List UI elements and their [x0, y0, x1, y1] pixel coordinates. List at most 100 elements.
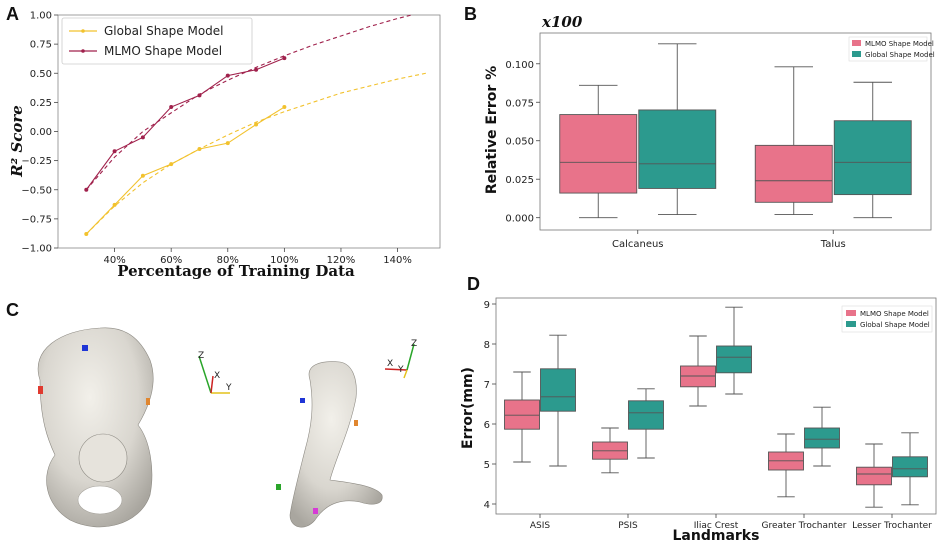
legend-d-mlmo-label: MLMO Shape Model	[860, 310, 929, 318]
legend-b-global-label: Global Shape Model	[865, 51, 935, 59]
panel-d-y-tick-label: 9	[484, 300, 490, 311]
panel-b-y-tick-label: 0.050	[505, 137, 534, 148]
triad1-x-axis	[210, 375, 214, 394]
data-point-global	[282, 105, 287, 110]
panel-c-bone-renderings: Z X Y Z X Y	[37, 327, 417, 528]
panel-a-x-ticks: 40% 60% 80% 100% 120% 140%	[103, 248, 412, 266]
pelvis-marker-orange	[146, 398, 150, 405]
panel-d-global-box	[628, 400, 664, 430]
panel-d-mlmo-box	[504, 399, 540, 430]
legend-global-marker	[81, 29, 85, 33]
panel-a-x-tick-label: 60%	[160, 255, 182, 266]
panel-a-line-chart: −1.00 −0.75 −0.50 −0.25 0.00 0.25 0.50 0.75 1.00…	[8, 11, 441, 280]
panel-b-x-ticks: Calcaneus Talus	[612, 230, 846, 250]
pelvis-foramen	[77, 485, 123, 515]
series-line-global	[85, 106, 285, 235]
triad1-x-label: X	[214, 371, 220, 381]
axis-triad-1: Z X Y	[198, 351, 232, 394]
panel-d-x-tick-label: ASIS	[530, 521, 551, 531]
pelvis-marker-red	[38, 386, 43, 394]
panel-d-x-tick-label: Lesser Trochanter	[852, 521, 932, 531]
panel-a-x-tick-label: 140%	[383, 255, 412, 266]
data-point-global	[197, 146, 202, 151]
panel-b-plot-frame	[539, 32, 932, 231]
data-point-mlmo	[197, 93, 202, 98]
panel-d-legend-box	[841, 305, 933, 333]
data-point-global	[254, 122, 259, 127]
data-point-global	[169, 162, 174, 167]
legend-mlmo-marker	[81, 49, 85, 53]
data-point-global	[84, 232, 89, 237]
panel-a-x-tick-label: 40%	[103, 255, 125, 266]
legend-b-mlmo-label: MLMO Shape Model	[865, 40, 934, 48]
pelvis-acetabulum	[78, 433, 128, 483]
data-point-global	[112, 202, 117, 207]
panel-b-mlmo-box	[754, 144, 833, 203]
panel-a-x-tick-label: 80%	[217, 255, 239, 266]
panel-b-global-box	[833, 120, 912, 196]
legend-d-global-label: Global Shape Model	[860, 321, 930, 329]
femur-body	[289, 361, 383, 528]
panel-b-mlmo-box	[559, 114, 638, 194]
data-point-mlmo	[254, 67, 259, 72]
pelvis-model	[37, 327, 154, 528]
panel-a-y-tick-label: −0.75	[21, 214, 52, 225]
panel-d-y-tick-label: 8	[484, 340, 490, 351]
panel-d-box-plot: 4 5 6 7 8 9 ASIS PSIS Iliac Crest Greater Trocha…	[460, 297, 937, 544]
panel-d-x-tick-label: PSIS	[618, 521, 638, 531]
trend-line-mlmo	[85, 14, 412, 191]
panel-d-y-tick-label: 7	[484, 380, 490, 391]
legend-mlmo-label: MLMO Shape Model	[104, 44, 222, 58]
panel-b-y-tick-label: 0.025	[505, 175, 534, 186]
panel-b-legend-box	[848, 36, 928, 62]
series-line-mlmo	[85, 57, 285, 191]
data-point-mlmo	[282, 56, 287, 61]
panel-b-y-tick-label: 0.100	[505, 60, 534, 71]
panel-a-y-tick-label: 0.25	[30, 98, 52, 109]
legend-d-mlmo-swatch	[846, 310, 856, 316]
panel-letter-d: D	[467, 274, 480, 294]
panel-a-x-tick-label: 100%	[270, 255, 299, 266]
panel-d-y-tick-label: 5	[484, 460, 490, 471]
pelvis-body	[37, 327, 154, 528]
panel-b-boxes	[559, 43, 912, 219]
panel-d-mlmo-box	[856, 466, 892, 486]
panel-a-y-tick-label: 0.00	[30, 127, 52, 138]
triad2-z-axis	[406, 343, 415, 371]
data-point-mlmo	[225, 73, 230, 78]
panel-a-y-tick-label: −0.25	[21, 156, 52, 167]
panel-a-x-tick-label: 120%	[327, 255, 356, 266]
femur-marker-orange	[354, 420, 358, 426]
data-point-mlmo	[112, 149, 117, 154]
data-point-mlmo	[84, 187, 89, 192]
panel-a-y-tick-label: −1.00	[21, 244, 52, 255]
femur-marker-green	[276, 484, 281, 490]
panel-d-global-box	[716, 345, 752, 374]
data-point-mlmo	[140, 135, 145, 140]
triad2-x-label: X	[387, 359, 393, 369]
panel-d-boxes	[504, 306, 928, 508]
panel-letter-c: C	[6, 300, 19, 320]
triad2-x-axis	[384, 368, 408, 371]
axis-triad-2: Z X Y	[384, 339, 417, 379]
femur-marker-magenta	[313, 508, 318, 514]
panel-d-y-axis-title: Error(mm)	[460, 367, 476, 449]
triad2-y-axis	[403, 369, 408, 379]
panel-a-y-tick-label: −0.50	[21, 185, 52, 196]
legend-b-mlmo-swatch	[852, 40, 861, 46]
panel-b-y-ticks: 0.000 0.025 0.050 0.075 0.100	[505, 60, 540, 225]
panel-d-legend: MLMO Shape Model Global Shape Model	[841, 305, 933, 333]
triad1-z-axis	[198, 355, 212, 394]
panel-d-y-tick-label: 4	[484, 500, 490, 511]
panel-a-y-tick-label: 0.75	[30, 40, 52, 51]
panel-d-x-tick-label: Iliac Crest	[694, 521, 739, 531]
triad1-y-label: Y	[225, 383, 232, 393]
panel-d-global-box	[804, 427, 840, 449]
data-point-global	[140, 173, 145, 178]
panel-d-y-ticks: 4 5 6 7 8 9	[484, 300, 496, 511]
panel-b-y-axis-title: Relative Error %	[484, 66, 500, 194]
panel-a-series	[84, 56, 287, 237]
panel-d-x-tick-label: Greater Trochanter	[762, 521, 847, 531]
legend-global-label: Global Shape Model	[104, 24, 224, 38]
panel-a-y-ticks: −1.00 −0.75 −0.50 −0.25 0.00 0.25 0.50 0.75 1.00	[21, 11, 58, 255]
